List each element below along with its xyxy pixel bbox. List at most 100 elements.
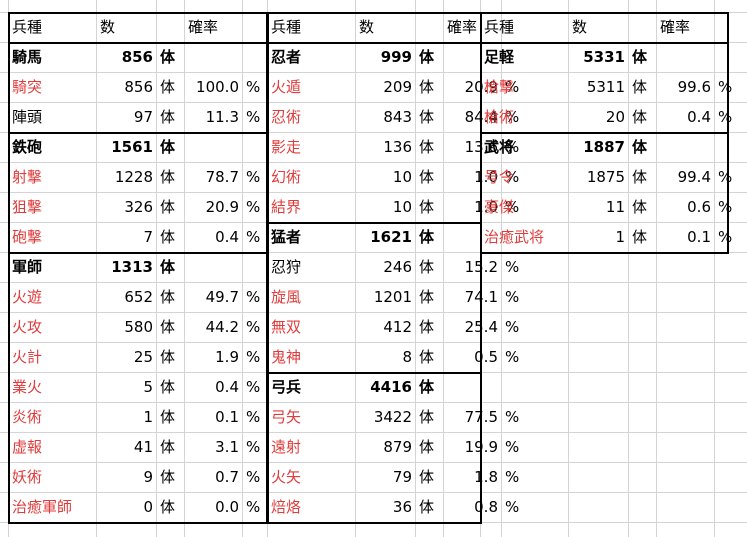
skill-name-cell[interactable]: 遠射 xyxy=(271,438,302,456)
skill-rate-cell[interactable]: 0.4 xyxy=(215,228,239,246)
group-name-cell[interactable]: 猛者 xyxy=(271,228,302,246)
skill-rate-cell[interactable]: 74.1 xyxy=(464,288,498,306)
unit-cell[interactable]: 体 xyxy=(419,348,435,366)
percent-cell[interactable]: % xyxy=(246,378,261,396)
unit-cell[interactable]: 体 xyxy=(632,78,648,96)
percent-cell[interactable]: % xyxy=(246,228,261,246)
skill-rate-cell[interactable]: 100.0 xyxy=(196,78,239,96)
group-name-cell[interactable]: 軍師 xyxy=(12,258,43,276)
percent-cell[interactable]: % xyxy=(246,198,261,216)
unit-cell[interactable]: 体 xyxy=(160,48,176,66)
skill-name-cell[interactable]: 虚報 xyxy=(12,438,43,456)
unit-cell[interactable]: 体 xyxy=(160,198,176,216)
unit-cell[interactable]: 体 xyxy=(419,168,435,186)
skill-count-cell[interactable]: 652 xyxy=(124,288,153,306)
unit-cell[interactable]: 体 xyxy=(632,228,648,246)
unit-cell[interactable]: 体 xyxy=(160,378,176,396)
skill-name-cell[interactable]: 結界 xyxy=(271,198,302,216)
skill-name-cell[interactable]: 槍術 xyxy=(484,108,515,126)
skill-count-cell[interactable]: 1 xyxy=(143,408,153,426)
skill-rate-cell[interactable]: 0.6 xyxy=(687,198,711,216)
skill-count-cell[interactable]: 8 xyxy=(402,348,412,366)
skill-rate-cell[interactable]: 78.7 xyxy=(205,168,239,186)
skill-rate-cell[interactable]: 99.6 xyxy=(677,78,711,96)
unit-cell[interactable]: 体 xyxy=(632,108,648,126)
skill-name-cell[interactable]: 陣頭 xyxy=(12,108,43,126)
header-type-cell[interactable]: 兵種 xyxy=(484,18,515,36)
skill-name-cell[interactable]: 業火 xyxy=(12,378,43,396)
skill-rate-cell[interactable]: 99.4 xyxy=(677,168,711,186)
unit-cell[interactable]: 体 xyxy=(419,108,435,126)
unit-cell[interactable]: 体 xyxy=(160,288,176,306)
skill-count-cell[interactable]: 1 xyxy=(615,228,625,246)
skill-name-cell[interactable]: 無双 xyxy=(271,318,302,336)
percent-cell[interactable]: % xyxy=(505,258,520,276)
unit-cell[interactable]: 体 xyxy=(419,468,435,486)
group-name-cell[interactable]: 鉄砲 xyxy=(12,138,43,156)
unit-cell[interactable]: 体 xyxy=(160,138,176,156)
skill-count-cell[interactable]: 1228 xyxy=(114,168,153,186)
header-count-cell[interactable]: 数 xyxy=(100,18,116,36)
skill-name-cell[interactable]: 火矢 xyxy=(271,468,302,486)
skill-name-cell[interactable]: 狙撃 xyxy=(12,198,43,216)
percent-cell[interactable]: % xyxy=(505,198,520,216)
header-count-cell[interactable]: 数 xyxy=(572,18,588,36)
skill-name-cell[interactable]: 旋風 xyxy=(271,288,302,306)
skill-count-cell[interactable]: 580 xyxy=(124,318,153,336)
skill-rate-cell[interactable]: 77.5 xyxy=(464,408,498,426)
percent-cell[interactable]: % xyxy=(718,78,733,96)
percent-cell[interactable]: % xyxy=(246,348,261,366)
unit-cell[interactable]: 体 xyxy=(419,318,435,336)
skill-count-cell[interactable]: 136 xyxy=(383,138,412,156)
unit-cell[interactable]: 体 xyxy=(160,318,176,336)
skill-name-cell[interactable]: 号令 xyxy=(484,168,515,186)
percent-cell[interactable]: % xyxy=(505,498,520,516)
group-name-cell[interactable]: 忍者 xyxy=(271,48,302,66)
percent-cell[interactable]: % xyxy=(505,438,520,456)
unit-cell[interactable]: 体 xyxy=(632,48,648,66)
percent-cell[interactable]: % xyxy=(718,108,733,126)
percent-cell[interactable]: % xyxy=(246,108,261,126)
unit-cell[interactable]: 体 xyxy=(419,228,435,246)
skill-count-cell[interactable]: 5 xyxy=(143,378,153,396)
unit-cell[interactable]: 体 xyxy=(419,438,435,456)
skill-count-cell[interactable]: 1875 xyxy=(586,168,625,186)
skill-name-cell[interactable]: 槍撃 xyxy=(484,78,515,96)
group-name-cell[interactable]: 足軽 xyxy=(484,48,515,66)
skill-rate-cell[interactable]: 19.9 xyxy=(464,438,498,456)
skill-name-cell[interactable]: 忍術 xyxy=(271,108,302,126)
skill-count-cell[interactable]: 25 xyxy=(133,348,153,366)
skill-count-cell[interactable]: 209 xyxy=(383,78,412,96)
skill-count-cell[interactable]: 20 xyxy=(605,108,625,126)
percent-cell[interactable]: % xyxy=(246,318,261,336)
skill-name-cell[interactable]: 火遊 xyxy=(12,288,43,306)
skill-count-cell[interactable]: 10 xyxy=(392,168,412,186)
skill-count-cell[interactable]: 856 xyxy=(124,78,153,96)
percent-cell[interactable]: % xyxy=(505,468,520,486)
unit-cell[interactable]: 体 xyxy=(160,408,176,426)
group-total-cell[interactable]: 1621 xyxy=(370,228,412,246)
skill-count-cell[interactable]: 412 xyxy=(383,318,412,336)
skill-rate-cell[interactable]: 0.4 xyxy=(687,108,711,126)
skill-rate-cell[interactable]: 0.7 xyxy=(215,468,239,486)
skill-name-cell[interactable]: 騎突 xyxy=(12,78,43,96)
unit-cell[interactable]: 体 xyxy=(419,78,435,96)
skill-count-cell[interactable]: 1201 xyxy=(373,288,412,306)
header-type-cell[interactable]: 兵種 xyxy=(271,18,302,36)
skill-rate-cell[interactable]: 3.1 xyxy=(215,438,239,456)
unit-cell[interactable]: 体 xyxy=(632,168,648,186)
unit-cell[interactable]: 体 xyxy=(419,408,435,426)
unit-cell[interactable]: 体 xyxy=(160,108,176,126)
skill-rate-cell[interactable]: 0.0 xyxy=(215,498,239,516)
unit-cell[interactable]: 体 xyxy=(160,258,176,276)
percent-cell[interactable]: % xyxy=(246,438,261,456)
skill-rate-cell[interactable]: 20.9 xyxy=(205,198,239,216)
group-total-cell[interactable]: 4416 xyxy=(370,378,412,396)
skill-count-cell[interactable]: 326 xyxy=(124,198,153,216)
percent-cell[interactable]: % xyxy=(505,138,520,156)
group-total-cell[interactable]: 5331 xyxy=(583,48,625,66)
skill-name-cell[interactable]: 炎術 xyxy=(12,408,43,426)
skill-count-cell[interactable]: 843 xyxy=(383,108,412,126)
percent-cell[interactable]: % xyxy=(246,78,261,96)
skill-name-cell[interactable]: 射撃 xyxy=(12,168,43,186)
